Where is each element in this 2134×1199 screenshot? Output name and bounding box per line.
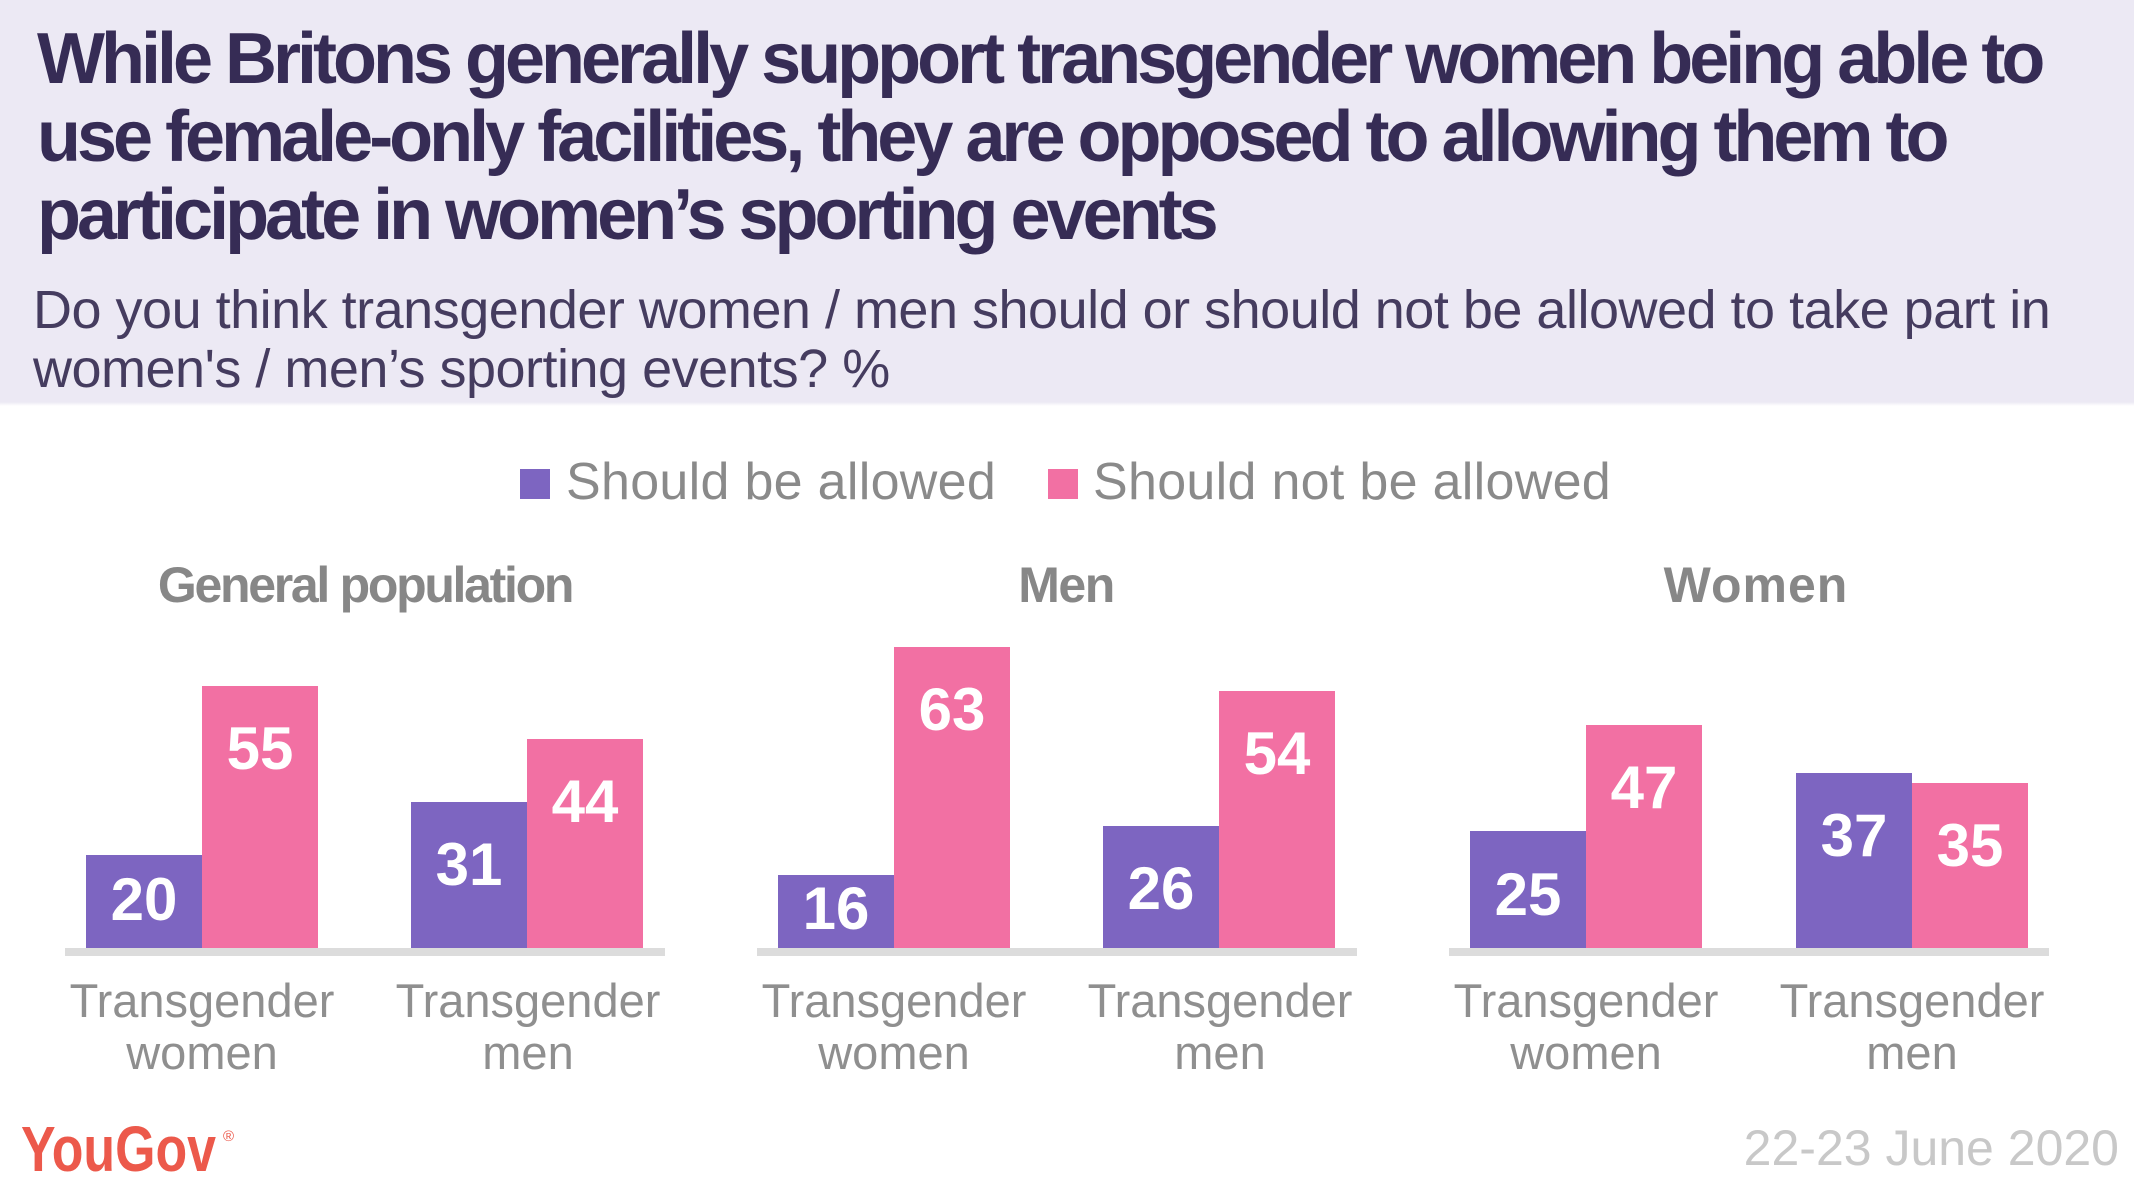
svg-text:®: ® [223, 1128, 234, 1145]
svg-text:YouGov: YouGov [21, 1113, 216, 1185]
